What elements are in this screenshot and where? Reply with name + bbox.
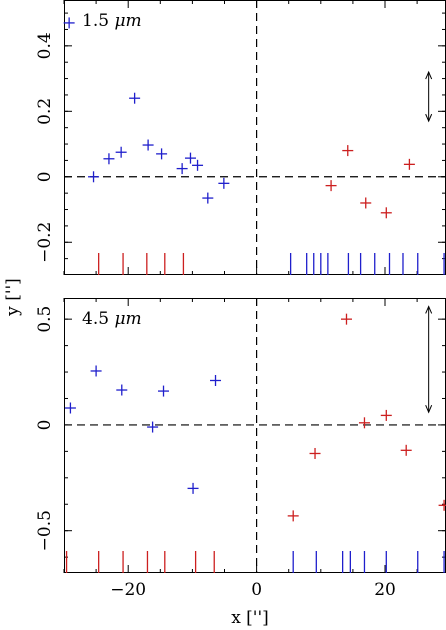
data-point [403, 158, 415, 170]
errorbar-arrow [425, 70, 433, 123]
data-point [218, 177, 230, 189]
plot-frame [64, 298, 446, 573]
data-point [380, 207, 392, 219]
data-point [158, 385, 170, 397]
y-tick-label: 0.4 [35, 32, 55, 59]
errorbar-head-bottom [425, 113, 433, 123]
y-tick-label: 0.2 [35, 98, 55, 125]
y-axis-label: y [''] [3, 278, 23, 317]
data-point [309, 447, 321, 459]
data-point [64, 402, 76, 414]
y-tick-label: 0 [35, 420, 55, 431]
y-tick-label: 0.5 [35, 306, 55, 333]
errorbar-head-top [425, 70, 433, 80]
data-point [380, 409, 392, 421]
y-tick-label: 0 [35, 171, 55, 182]
data-point [147, 421, 159, 433]
data-point [358, 417, 370, 429]
data-point [187, 482, 199, 494]
data-point [192, 159, 204, 171]
panel-1p5um: −0.2 0 0.2 0.4 1.5 μm [35, 0, 446, 275]
data-point [325, 180, 337, 192]
plot-frame [64, 0, 446, 275]
data-point [342, 145, 354, 157]
data-point [360, 197, 372, 209]
data-point [90, 365, 102, 377]
data-point [63, 17, 75, 29]
panel-label: 4.5 μm [82, 309, 142, 329]
x-tick-label: 0 [251, 580, 262, 600]
data-point [210, 375, 222, 386]
data-point [115, 146, 127, 158]
errorbar-arrow [425, 305, 433, 414]
data-point [176, 163, 188, 175]
data-point [400, 444, 412, 456]
x-tick-label: −20 [110, 580, 146, 600]
errorbar-head-top [425, 305, 433, 314]
data-point [156, 148, 168, 160]
x-tick-label: 20 [374, 580, 396, 600]
data-point [116, 384, 128, 396]
data-point [438, 499, 446, 511]
data-point [202, 192, 214, 204]
errorbar-head-bottom [425, 405, 433, 414]
data-point [88, 171, 100, 183]
data-point [103, 153, 115, 165]
x-axis-label: x [''] [231, 608, 269, 628]
y-tick-label: −0.2 [35, 222, 55, 263]
data-point [142, 139, 154, 151]
data-point [129, 92, 141, 104]
panel-label: 1.5 μm [82, 11, 142, 31]
data-point [287, 510, 299, 522]
y-tick-label: −0.5 [35, 510, 55, 551]
panel-4p5um: −20 0 20 −0.5 0 0.5 4.5 μm [35, 298, 446, 600]
data-point [184, 152, 196, 164]
data-point [340, 313, 352, 325]
